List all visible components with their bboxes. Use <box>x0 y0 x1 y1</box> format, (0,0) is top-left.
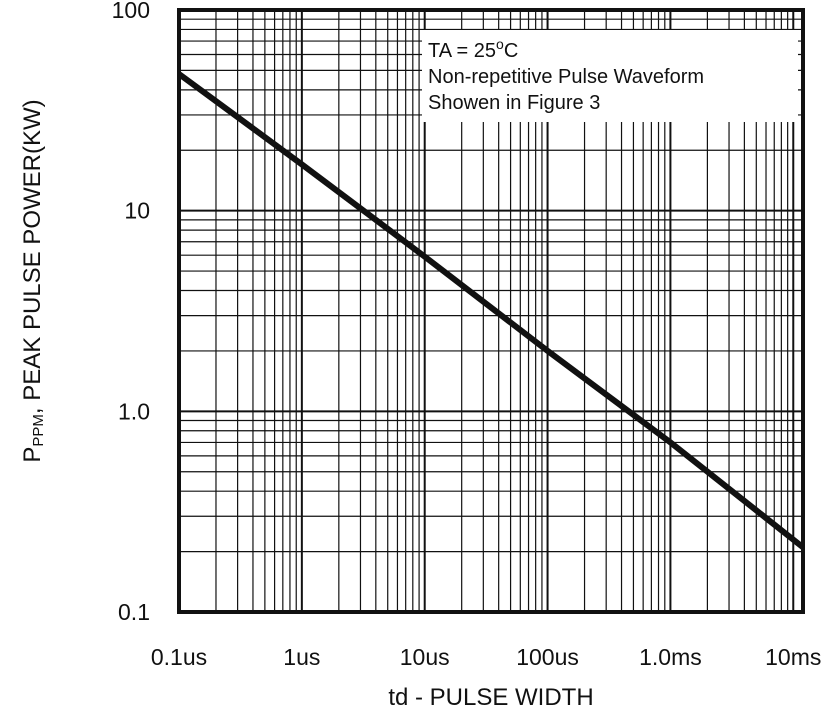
x-axis-title: td - PULSE WIDTH <box>388 684 593 711</box>
x-tick-label: 10ms <box>765 644 821 670</box>
x-tick-label: 1us <box>283 644 320 670</box>
y-tick-label: 0.1 <box>118 599 150 625</box>
y-tick-label: 100 <box>112 0 150 23</box>
y-tick-labels: 0.1 1.0 10 100 <box>112 0 150 625</box>
y-tick-label: 10 <box>124 198 150 224</box>
annotation-background <box>422 30 798 122</box>
annotation-line-temperature: TA = 25oC <box>428 36 518 62</box>
y-tick-label: 1.0 <box>118 398 150 424</box>
x-tick-labels: 0.1us 1us 10us 100us 1.0ms 10ms <box>151 644 822 670</box>
y-axis-title: PPPM, PEAK PULSE POWER(KW) <box>19 99 47 462</box>
x-tick-label: 100us <box>516 644 579 670</box>
plot-frame <box>177 8 805 614</box>
x-tick-label: 0.1us <box>151 644 207 670</box>
x-tick-label: 1.0ms <box>639 644 702 670</box>
annotation-line-figure-ref: Showen in Figure 3 <box>428 92 600 114</box>
annotation-box: TA = 25oC Non-repetitive Pulse Waveform … <box>422 30 798 122</box>
x-tick-label: 10us <box>400 644 450 670</box>
series-layer <box>177 71 805 550</box>
series-line-1 <box>177 71 805 550</box>
annotation-line-waveform: Non-repetitive Pulse Waveform <box>428 66 704 88</box>
